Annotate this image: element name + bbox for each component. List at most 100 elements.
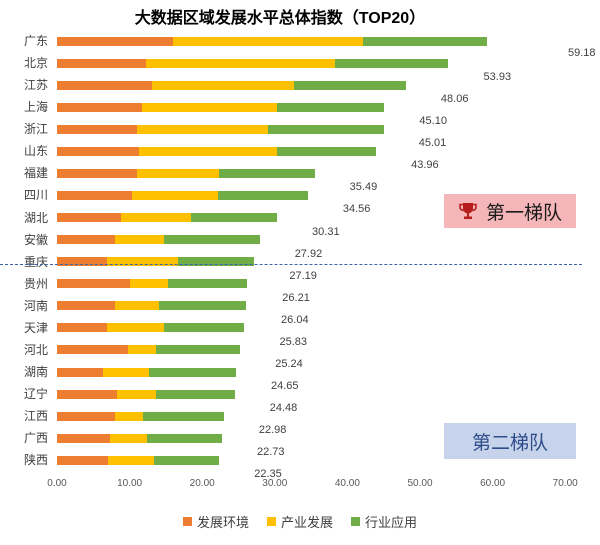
- y-axis-label: 上海: [23, 100, 48, 115]
- x-axis-tick-label: 60.00: [480, 478, 506, 489]
- bar-segment-application: [155, 345, 240, 355]
- bar-segment-industry: [129, 279, 169, 289]
- x-axis-tick-label: 10.00: [117, 478, 143, 489]
- bar-segment-industry: [136, 168, 219, 178]
- total-value-label: 45.10: [419, 115, 447, 128]
- bar-segment-env: [57, 301, 116, 311]
- y-axis-label: 福建: [23, 166, 48, 181]
- tier1-label: 第一梯队: [485, 202, 562, 224]
- bar-segment-industry: [128, 345, 156, 355]
- y-axis-label: 天津: [23, 320, 48, 335]
- y-axis-label: 北京: [23, 56, 48, 71]
- bar-segment-env: [57, 455, 108, 465]
- total-value-label: 22.98: [258, 424, 287, 437]
- bar-segment-industry: [173, 36, 363, 46]
- bar-segment-application: [218, 190, 309, 200]
- y-axis-label: 四川: [23, 188, 48, 203]
- bar-segment-env: [57, 367, 104, 377]
- tier-divider-line: [0, 264, 582, 265]
- bar-segment-industry: [107, 455, 155, 465]
- total-value-label: 26.21: [282, 291, 310, 304]
- bar-segment-env: [57, 323, 108, 333]
- legend-label-application: 行业应用: [365, 515, 418, 530]
- bar-segment-application: [276, 102, 385, 112]
- trophy-icon: [459, 203, 477, 219]
- bar-segment-env: [57, 411, 116, 421]
- bar-segment-env: [57, 146, 140, 156]
- tier1-box: 第一梯队: [444, 194, 576, 228]
- y-axis-label: 湖北: [23, 210, 48, 225]
- bar-segment-env: [57, 36, 174, 46]
- bar-segment-env: [57, 80, 153, 90]
- bar-segment-industry: [107, 323, 165, 333]
- x-axis-tick-label: 0.00: [47, 478, 67, 489]
- legend-swatch-industry: [266, 517, 276, 526]
- bar-segment-industry: [107, 257, 179, 267]
- legend: 发展环境 产业发展 行业应用: [0, 512, 600, 531]
- bar-segment-industry: [109, 433, 147, 443]
- bar-segment-env: [57, 389, 117, 399]
- bar-segment-industry: [115, 301, 159, 311]
- bar-segment-application: [362, 36, 487, 46]
- bar-segment-application: [147, 433, 222, 443]
- y-axis-label: 河北: [23, 342, 48, 357]
- bar-segment-env: [57, 433, 110, 443]
- bar-segment-industry: [139, 146, 277, 156]
- x-axis-tick-label: 50.00: [407, 478, 433, 489]
- bar-segment-env: [57, 345, 129, 355]
- chart-title: 大数据区域发展水平总体指数（TOP20）: [134, 10, 426, 27]
- bar-segment-env: [57, 190, 132, 200]
- total-value-label: 26.04: [281, 313, 309, 326]
- bar-segment-env: [57, 279, 130, 289]
- bar-segment-env: [57, 58, 147, 68]
- x-axis-tick-label: 70.00: [552, 478, 578, 489]
- bar-segment-industry: [131, 190, 219, 200]
- bar-segment-industry: [116, 389, 156, 399]
- bar-segment-application: [191, 213, 277, 223]
- bar-segment-application: [155, 389, 235, 399]
- bar-segment-industry: [103, 367, 150, 377]
- y-axis-label: 浙江: [23, 122, 48, 137]
- total-value-label: 27.92: [294, 247, 323, 260]
- tier2-label: 第二梯队: [471, 432, 548, 454]
- y-axis-label: 广东: [23, 34, 48, 48]
- bar-segment-application: [178, 257, 255, 267]
- bar-segment-application: [267, 124, 384, 134]
- bar-segment-industry: [152, 80, 295, 90]
- bar-segment-industry: [146, 58, 336, 68]
- legend-label-env: 发展环境: [196, 515, 249, 530]
- total-value-label: 27.19: [289, 269, 317, 282]
- x-axis-tick-label: 30.00: [262, 478, 288, 489]
- y-axis-label: 江西: [23, 409, 48, 424]
- bar-segment-application: [143, 411, 224, 421]
- legend-swatch-env: [182, 517, 192, 526]
- y-axis-label: 山东: [23, 144, 48, 159]
- legend-item-application: 行业应用: [351, 512, 417, 531]
- y-axis-label: 安徽: [23, 232, 48, 247]
- bar-segment-env: [57, 102, 142, 112]
- total-value-label: 48.06: [440, 93, 469, 106]
- total-value-label: 22.35: [254, 468, 282, 481]
- bar-segment-env: [57, 257, 108, 267]
- bar-segment-application: [158, 301, 246, 311]
- total-value-label: 35.49: [349, 181, 378, 194]
- x-axis-tick-label: 20.00: [189, 478, 215, 489]
- bar-segment-industry: [136, 124, 268, 134]
- y-axis-label: 广西: [23, 431, 48, 446]
- bar-segment-env: [57, 124, 137, 134]
- y-axis-label: 河南: [23, 298, 48, 313]
- total-value-label: 59.18: [568, 47, 596, 59]
- total-value-label: 45.01: [418, 137, 447, 150]
- y-axis-label: 重庆: [23, 254, 48, 269]
- total-value-label: 24.65: [270, 380, 299, 393]
- y-axis-label: 陕西: [23, 453, 48, 468]
- bar-segment-env: [57, 168, 137, 178]
- bar-segment-industry: [115, 235, 165, 245]
- bar-segment-industry: [115, 411, 144, 421]
- bar-segment-application: [154, 455, 219, 465]
- total-value-label: 25.83: [279, 335, 308, 348]
- bar-segment-application: [149, 367, 236, 377]
- y-axis-label: 湖南: [23, 365, 48, 380]
- total-value-label: 43.96: [411, 159, 439, 172]
- total-value-label: 34.56: [342, 203, 371, 216]
